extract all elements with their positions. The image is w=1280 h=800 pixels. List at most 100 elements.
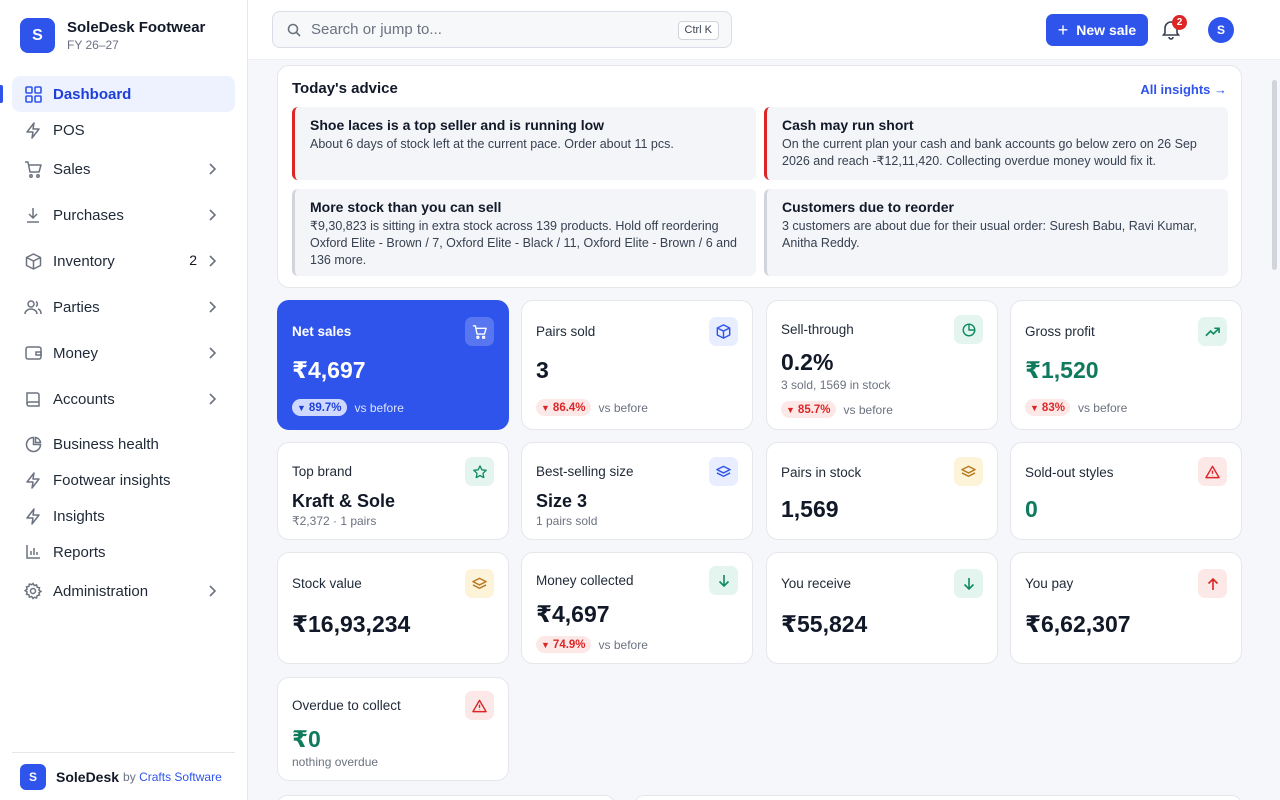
arrow-up-icon [1198,569,1227,598]
kpi-card-gross-profit[interactable]: Gross profit ₹1,520 ▼ 83% vs before [1010,300,1242,430]
kpi-title: Best-selling size [536,464,634,479]
nav-item-parties[interactable]: Parties [12,289,235,325]
kpi-card-you-receive[interactable]: You receive ₹55,824 [766,552,998,664]
scrollbar-thumb[interactable] [1272,80,1277,270]
advice-card-title: Cash may run short [782,117,914,133]
kpi-delta: ▼ 83% vs before [1025,399,1127,416]
nav-item-administration[interactable]: Administration [12,573,235,609]
avatar[interactable]: S [1208,17,1234,43]
delta-value: 89.7% [308,401,342,414]
book-icon [24,390,42,408]
all-insights-link[interactable]: All insights → [1140,82,1227,97]
advice-card[interactable]: Customers due to reorder 3 customers are… [764,189,1228,276]
nav-item-reports[interactable]: Reports [12,534,235,570]
scrollbar[interactable] [1270,60,1280,800]
delta-caption: vs before [1077,400,1128,415]
delta-caption: vs before [598,400,648,415]
notification-badge: 2 [1172,15,1187,30]
kpi-card-overdue-to-collect[interactable]: Overdue to collect ₹0 nothing overdue [277,677,509,781]
footer-credit: by Crafts Software [123,770,222,784]
box-icon [709,317,738,346]
brand[interactable]: S SoleDesk Footwear FY 26–27 [20,18,205,53]
sidebar-footer: S SoleDesk by Crafts Software [12,752,235,800]
search-icon [287,23,301,37]
nav-item-dashboard[interactable]: Dashboard [0,76,235,112]
kpi-card-you-pay[interactable]: You pay ₹6,62,307 [1010,552,1242,664]
download-icon [24,206,42,224]
bolt-icon [24,507,42,525]
kpi-card-sell-through[interactable]: Sell-through 0.2% 3 sold, 1569 in stock … [766,300,998,430]
search-input[interactable]: Search or jump to... Ctrl K [272,11,732,48]
nav-item-business-health[interactable]: Business health [12,426,235,462]
kpi-title: Pairs sold [536,324,596,339]
kpi-title: You receive [781,576,852,591]
nav-label: Purchases [53,206,124,224]
delta-caption: vs before [598,637,648,652]
advice-panel: Today's advice All insights → Shoe laces… [277,65,1242,288]
kpi-card-money-collected[interactable]: Money collected ₹4,697 ▼ 74.9% vs before [521,552,753,664]
footer-product-name: SoleDesk [56,768,120,785]
arrow-down-icon [709,566,738,595]
kpi-title: Gross profit [1025,324,1095,339]
kpi-value: ₹6,62,307 [1025,611,1131,637]
nav-label: Inventory [53,252,115,270]
delta-pill: ▼ 89.7% [292,399,347,416]
kpi-value: Kraft & Sole [292,491,396,511]
kpi-title: Net sales [292,324,352,339]
next-section-card [277,795,615,800]
delta-pill: ▼ 83% [1025,399,1070,416]
gear-icon [24,582,42,600]
kpi-delta: ▼ 74.9% vs before [536,636,648,653]
layers-icon [954,457,983,486]
new-sale-button[interactable]: + New sale [1046,14,1148,46]
nav-item-purchases[interactable]: Purchases [12,197,235,233]
advice-card-body: 3 customers are about due for their usua… [782,219,1197,250]
advice-card[interactable]: Shoe laces is a top seller and is runnin… [292,107,756,180]
triangle-down-icon: ▼ [541,639,550,650]
kpi-subtext: 3 sold, 1569 in stock [781,378,891,392]
kpi-card-best-selling-size[interactable]: Best-selling size Size 3 1 pairs sold [521,442,753,540]
chevron-right-icon [209,163,217,175]
search-placeholder: Search or jump to... [311,21,442,38]
kpi-card-sold-out-styles[interactable]: Sold-out styles 0 [1010,442,1242,540]
triangle-down-icon: ▼ [786,404,795,415]
kpi-value: ₹16,93,234 [292,611,411,637]
kpi-value: ₹0 [292,726,321,752]
kpi-value: ₹1,520 [1025,357,1099,383]
footer-logo: S [20,763,46,790]
new-sale-label: New sale [1076,22,1137,38]
nav-label: Accounts [53,390,115,408]
nav-item-inventory[interactable]: Inventory 2 [12,243,235,279]
kpi-card-pairs-in-stock[interactable]: Pairs in stock 1,569 [766,442,998,540]
layers-icon [709,457,738,486]
nav-label: Footwear insights [53,471,171,489]
kpi-card-net-sales[interactable]: Net sales ₹4,697 ▼ 89.7% vs before [277,300,509,430]
triangle-down-icon: ▼ [1030,402,1039,413]
nav-label: Dashboard [53,85,132,103]
kpi-card-stock-value[interactable]: Stock value ₹16,93,234 [277,552,509,664]
warning-icon [1198,457,1227,486]
advice-card[interactable]: Cash may run short On the current plan y… [764,107,1228,180]
nav-item-sales[interactable]: Sales [12,151,235,187]
bolt-icon [24,471,42,489]
kpi-title: Money collected [536,573,634,588]
pie-icon [954,315,983,344]
nav-item-accounts[interactable]: Accounts [12,381,235,417]
nav-item-insights[interactable]: Insights [12,498,235,534]
kpi-title: Sold-out styles [1025,465,1114,480]
kpi-card-pairs-sold[interactable]: Pairs sold 3 ▼ 86.4% vs before [521,300,753,430]
footer-company-link[interactable]: Crafts Software [139,769,222,784]
nav-item-money[interactable]: Money [12,335,235,371]
kpi-value: 0.2% [781,349,834,375]
triangle-down-icon: ▼ [297,402,306,413]
nav-item-footwear-insights[interactable]: Footwear insights [12,462,235,498]
kpi-value: ₹4,697 [292,357,366,383]
nav-label: Business health [53,435,159,453]
delta-value: 83% [1041,401,1065,414]
kpi-card-top-brand[interactable]: Top brand Kraft & Sole ₹2,372 · 1 pairs [277,442,509,540]
brand-name: SoleDesk Footwear [67,18,206,36]
advice-card[interactable]: More stock than you can sell ₹9,30,823 i… [292,189,756,276]
nav-item-pos[interactable]: POS [12,112,235,148]
kpi-title: Overdue to collect [292,698,401,713]
advice-title: Today's advice [292,80,398,97]
